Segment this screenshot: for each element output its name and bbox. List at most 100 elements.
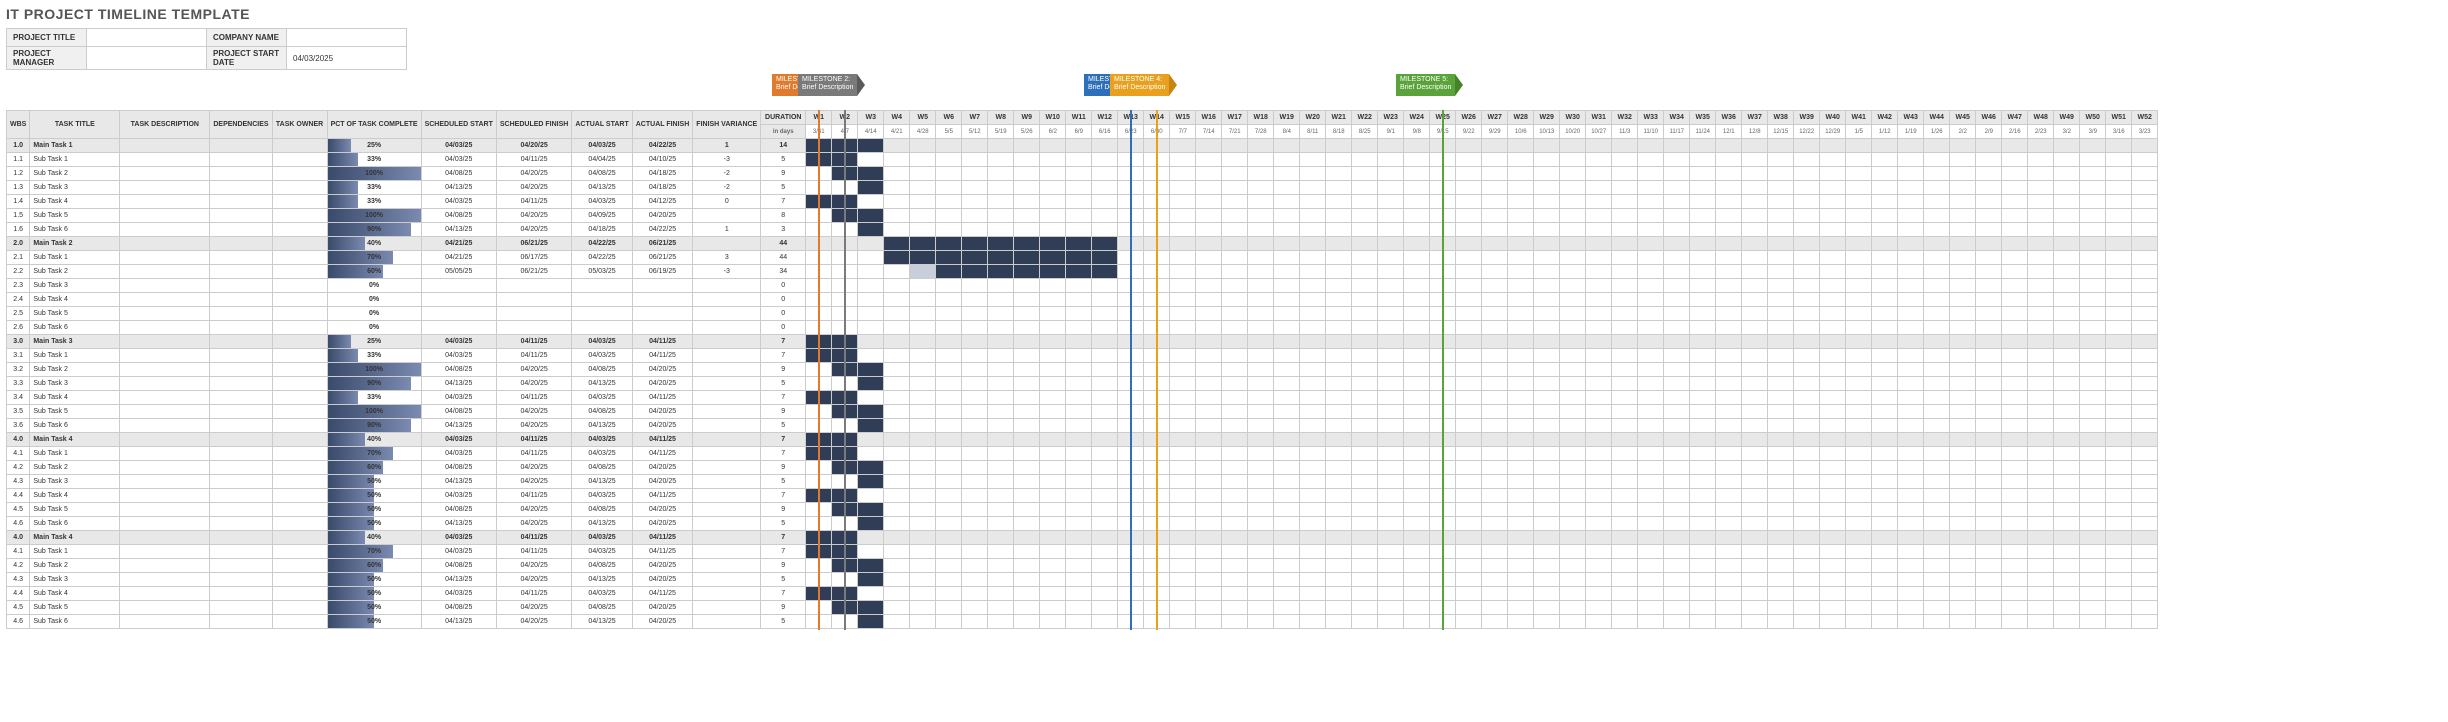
task-row[interactable]: 4.4Sub Task 450%04/03/2504/11/2504/03/25… (7, 489, 2158, 503)
week-header: W50 (2080, 111, 2106, 125)
task-row[interactable]: 4.2Sub Task 260%04/08/2504/20/2504/08/25… (7, 461, 2158, 475)
pm-label: PROJECT MANAGER (7, 47, 87, 70)
week-date: 7/28 (1248, 125, 1274, 139)
task-row[interactable]: 2.1Sub Task 170%04/21/2506/17/2504/22/25… (7, 251, 2158, 265)
task-row[interactable]: 3.5Sub Task 5100%04/08/2504/20/2504/08/2… (7, 405, 2158, 419)
week-header: W30 (1560, 111, 1586, 125)
start-date-input[interactable]: 04/03/2025 (287, 47, 407, 70)
week-header: W19 (1274, 111, 1300, 125)
week-header: W29 (1534, 111, 1560, 125)
task-row[interactable]: 3.0Main Task 325%04/03/2504/11/2504/03/2… (7, 335, 2158, 349)
week-header: W3 (858, 111, 884, 125)
timeline-wrap: MILESTONE 1:Brief DescriptionMILESTONE 2… (6, 74, 2442, 629)
task-row[interactable]: 4.5Sub Task 550%04/08/2504/20/2504/08/25… (7, 601, 2158, 615)
project-meta-table: PROJECT TITLE COMPANY NAME PROJECT MANAG… (6, 28, 407, 70)
week-date: 4/28 (910, 125, 936, 139)
week-header: W22 (1352, 111, 1378, 125)
week-date: 6/30 (1144, 125, 1170, 139)
milestone-flag: MILESTONE 4:Brief Description (1110, 74, 1177, 96)
task-row[interactable]: 1.2Sub Task 2100%04/08/2504/20/2504/08/2… (7, 167, 2158, 181)
pm-input[interactable] (87, 47, 207, 70)
week-date: 1/19 (1898, 125, 1924, 139)
task-row[interactable]: 1.3Sub Task 333%04/13/2504/20/2504/13/25… (7, 181, 2158, 195)
task-row[interactable]: 1.6Sub Task 690%04/13/2504/20/2504/18/25… (7, 223, 2158, 237)
week-header: W21 (1326, 111, 1352, 125)
week-date: 2/23 (2028, 125, 2054, 139)
task-row[interactable]: 4.2Sub Task 260%04/08/2504/20/2504/08/25… (7, 559, 2158, 573)
week-date: 5/12 (962, 125, 988, 139)
week-header: W6 (936, 111, 962, 125)
week-date: 1/5 (1846, 125, 1872, 139)
milestone-flag: MILESTONE 5:Brief Description (1396, 74, 1463, 96)
task-row[interactable]: 2.6Sub Task 60%0 (7, 321, 2158, 335)
task-row[interactable]: 4.3Sub Task 350%04/13/2504/20/2504/13/25… (7, 475, 2158, 489)
task-row[interactable]: 2.0Main Task 240%04/21/2506/21/2504/22/2… (7, 237, 2158, 251)
week-header: W40 (1820, 111, 1846, 125)
week-date: 9/29 (1482, 125, 1508, 139)
week-date: 3/2 (2054, 125, 2080, 139)
week-date: 10/6 (1508, 125, 1534, 139)
task-row[interactable]: 4.0Main Task 440%04/03/2504/11/2504/03/2… (7, 433, 2158, 447)
week-header: W38 (1768, 111, 1794, 125)
task-row[interactable]: 4.4Sub Task 450%04/03/2504/11/2504/03/25… (7, 587, 2158, 601)
week-header: W2 (832, 111, 858, 125)
task-row[interactable]: 1.1Sub Task 133%04/03/2504/11/2504/04/25… (7, 153, 2158, 167)
task-row[interactable]: 3.3Sub Task 390%04/13/2504/20/2504/13/25… (7, 377, 2158, 391)
week-date: 6/23 (1118, 125, 1144, 139)
week-date: 10/20 (1560, 125, 1586, 139)
company-input[interactable] (287, 29, 407, 47)
task-row[interactable]: 3.2Sub Task 2100%04/08/2504/20/2504/08/2… (7, 363, 2158, 377)
task-row[interactable]: 3.6Sub Task 690%04/13/2504/20/2504/13/25… (7, 419, 2158, 433)
task-row[interactable]: 3.1Sub Task 133%04/03/2504/11/2504/03/25… (7, 349, 2158, 363)
week-header: W8 (988, 111, 1014, 125)
task-row[interactable]: 3.4Sub Task 433%04/03/2504/11/2504/03/25… (7, 391, 2158, 405)
week-header: W24 (1404, 111, 1430, 125)
week-header: W14 (1144, 111, 1170, 125)
week-header: W37 (1742, 111, 1768, 125)
task-row[interactable]: 1.5Sub Task 5100%04/08/2504/20/2504/09/2… (7, 209, 2158, 223)
page-title: IT PROJECT TIMELINE TEMPLATE (6, 6, 2442, 22)
task-row[interactable]: 4.6Sub Task 650%04/13/2504/20/2504/13/25… (7, 517, 2158, 531)
week-date: 11/10 (1638, 125, 1664, 139)
task-row[interactable]: 4.3Sub Task 350%04/13/2504/20/2504/13/25… (7, 573, 2158, 587)
week-date: 5/26 (1014, 125, 1040, 139)
week-header: W48 (2028, 111, 2054, 125)
week-header: W27 (1482, 111, 1508, 125)
week-date: 2/9 (1976, 125, 2002, 139)
week-date: 10/27 (1586, 125, 1612, 139)
week-date: 2/16 (2002, 125, 2028, 139)
week-header: W45 (1950, 111, 1976, 125)
task-row[interactable]: 4.6Sub Task 650%04/13/2504/20/2504/13/25… (7, 615, 2158, 629)
week-date: 8/25 (1352, 125, 1378, 139)
week-date: 1/12 (1872, 125, 1898, 139)
week-header: W44 (1924, 111, 1950, 125)
week-date: 3/31 (806, 125, 832, 139)
task-row[interactable]: 1.0Main Task 125%04/03/2504/20/2504/03/2… (7, 139, 2158, 153)
week-date: 11/17 (1664, 125, 1690, 139)
week-header: W31 (1586, 111, 1612, 125)
task-row[interactable]: 2.2Sub Task 260%05/05/2506/21/2505/03/25… (7, 265, 2158, 279)
task-row[interactable]: 4.5Sub Task 550%04/08/2504/20/2504/08/25… (7, 503, 2158, 517)
project-title-input[interactable] (87, 29, 207, 47)
task-row[interactable]: 2.4Sub Task 40%0 (7, 293, 2158, 307)
task-grid: WBSTASK TITLETASK DESCRIPTIONDEPENDENCIE… (6, 110, 2158, 629)
week-date: 12/1 (1716, 125, 1742, 139)
week-date: 5/19 (988, 125, 1014, 139)
week-header: W49 (2054, 111, 2080, 125)
week-header: W20 (1300, 111, 1326, 125)
task-row[interactable]: 4.1Sub Task 170%04/03/2504/11/2504/03/25… (7, 545, 2158, 559)
week-date: 7/21 (1222, 125, 1248, 139)
week-header: W28 (1508, 111, 1534, 125)
week-header: W13 (1118, 111, 1144, 125)
week-header: W18 (1248, 111, 1274, 125)
task-row[interactable]: 1.4Sub Task 433%04/03/2504/11/2504/03/25… (7, 195, 2158, 209)
week-header: W4 (884, 111, 910, 125)
week-date: 8/4 (1274, 125, 1300, 139)
task-row[interactable]: 4.1Sub Task 170%04/03/2504/11/2504/03/25… (7, 447, 2158, 461)
week-header: W51 (2106, 111, 2132, 125)
week-date: 12/15 (1768, 125, 1794, 139)
week-header: W5 (910, 111, 936, 125)
task-row[interactable]: 2.5Sub Task 50%0 (7, 307, 2158, 321)
task-row[interactable]: 4.0Main Task 440%04/03/2504/11/2504/03/2… (7, 531, 2158, 545)
task-row[interactable]: 2.3Sub Task 30%0 (7, 279, 2158, 293)
